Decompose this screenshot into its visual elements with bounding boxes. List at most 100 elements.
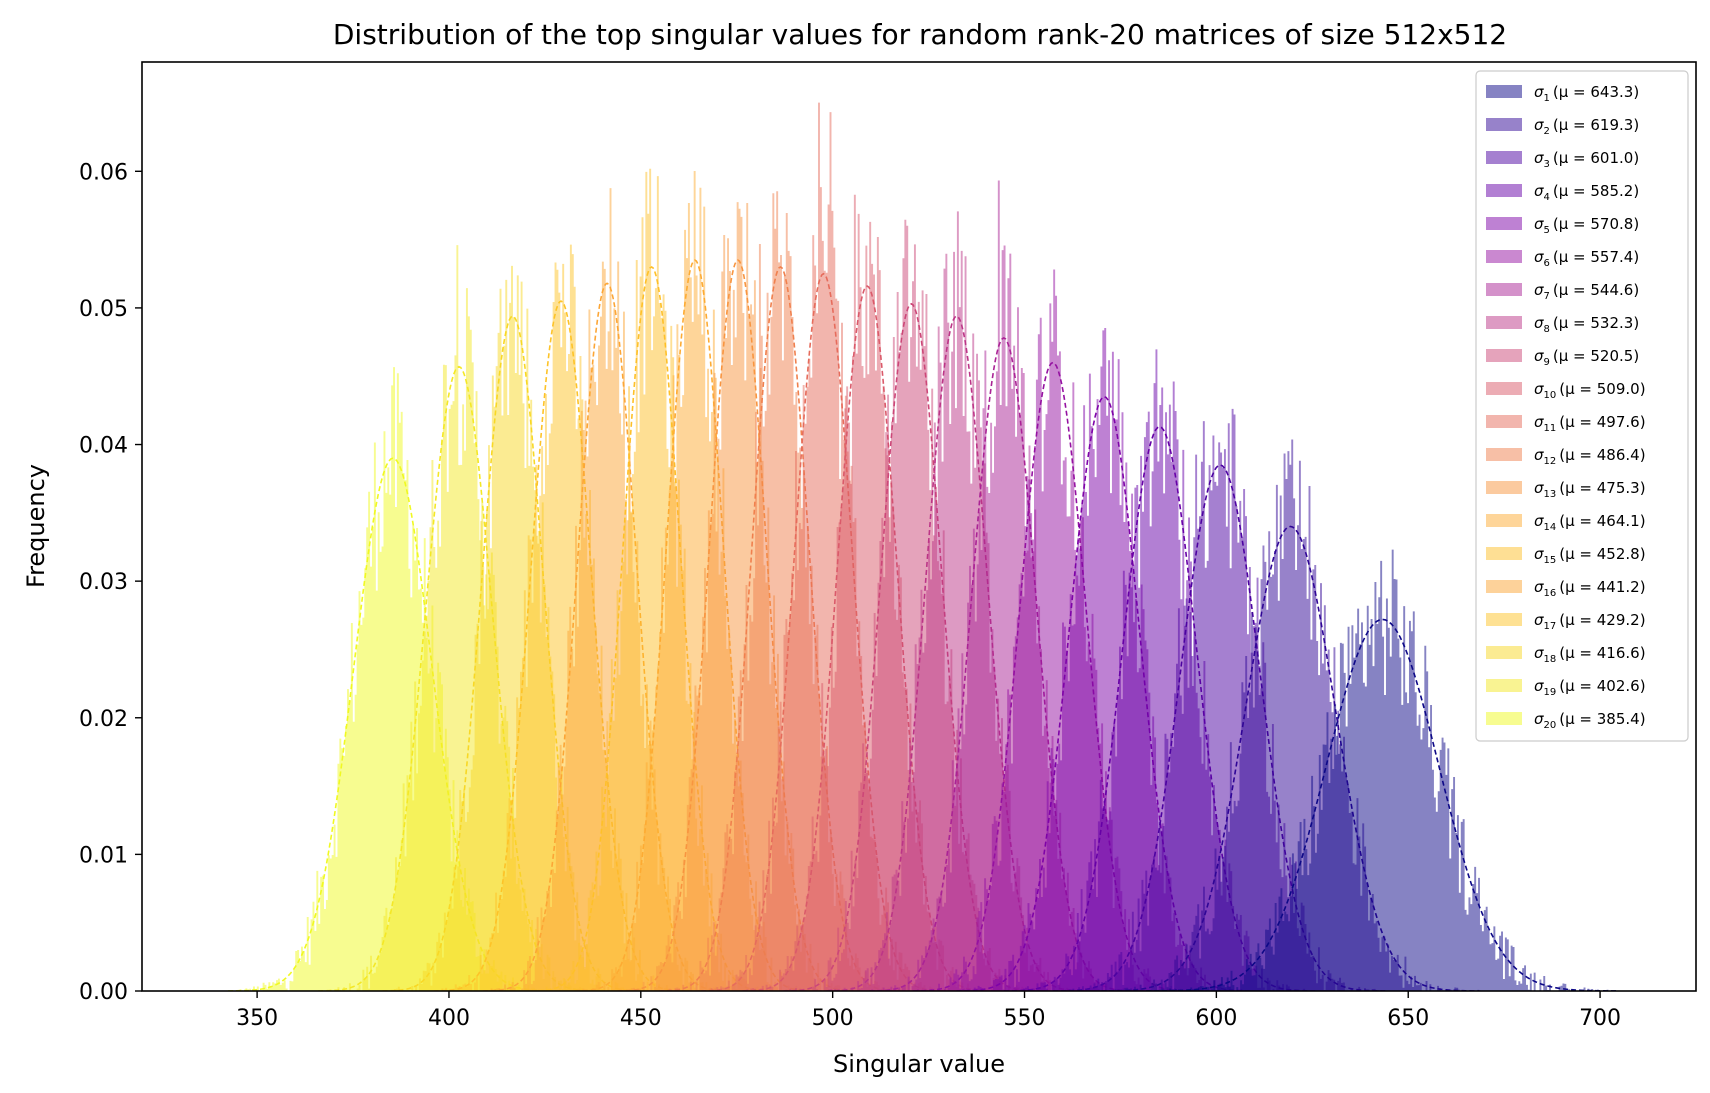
legend-label: σ1 (μ = 643.3) [1534,83,1639,104]
y-tick-label: 0.03 [79,570,128,595]
series-sigma4 [1003,349,1317,991]
legend-box [1475,70,1689,742]
fit-curve-sigma3 [1053,464,1388,991]
legend-swatch [1486,514,1522,527]
legend-swatch [1486,646,1522,659]
y-tick-label: 0.06 [79,160,128,185]
legend-item-sigma13: σ13 (μ = 475.3) [1486,479,1646,500]
legend-item-sigma4: σ4 (μ = 585.2) [1486,182,1639,203]
legend-label: σ17 (μ = 429.2) [1534,611,1646,632]
legend-item-sigma11: σ11 (μ = 497.6) [1486,413,1646,434]
chart-title: Distribution of the top singular values … [333,18,1507,51]
y-tick-label: 0.00 [79,980,128,1005]
histogram-sigma5 [956,327,1254,991]
histogram-sigma10 [742,194,993,991]
legend-item-sigma15: σ15 (μ = 452.8) [1486,545,1646,566]
histogram-sigma1 [1146,549,1621,991]
legend: σ1 (μ = 643.3) σ2 (μ = 619.3) σ3 (μ = 601.0) σ… [1475,70,1689,742]
legend-swatch [1486,613,1522,626]
legend-swatch [1486,85,1522,98]
legend-item-sigma2: σ2 (μ = 619.3) [1486,116,1639,137]
x-axis: 350 400 450 500 550 600 650 700 [236,991,1621,1031]
legend-item-sigma8: σ8 (μ = 532.3) [1486,314,1639,335]
histogram-sigma16 [482,188,733,991]
legend-label: σ8 (μ = 532.3) [1534,314,1639,335]
legend-item-sigma10: σ10 (μ = 509.0) [1486,380,1646,401]
histogram-sigma13 [617,202,860,991]
legend-label: σ4 (μ = 585.2) [1534,182,1639,203]
legend-label: σ18 (μ = 416.6) [1534,644,1646,665]
legend-swatch [1486,349,1522,362]
series-sigma12 [659,191,903,991]
histogram-sigma12 [659,191,903,991]
histogram-sigma8 [826,211,1088,991]
legend-swatch [1486,481,1522,494]
histogram-sigma15 [530,168,774,991]
series-sigma15 [530,168,774,991]
legend-swatch [1486,217,1522,230]
legend-item-sigma1: σ1 (μ = 643.3) [1486,83,1639,104]
legend-item-sigma16: σ16 (μ = 441.2) [1486,578,1646,599]
legend-label: σ13 (μ = 475.3) [1534,479,1646,500]
legend-label: σ6 (μ = 557.4) [1534,248,1639,269]
plot-frame [141,61,1697,992]
legend-item-sigma3: σ3 (μ = 601.0) [1486,149,1639,170]
x-tick-label: 700 [1579,1006,1621,1031]
legend-label: σ19 (μ = 402.6) [1534,677,1646,698]
y-axis: 0.00 0.01 0.02 0.03 0.04 0.05 0.06 [79,160,142,1005]
y-tick-label: 0.04 [79,434,128,459]
x-axis-label: Singular value [833,1050,1005,1078]
legend-item-sigma6: σ6 (μ = 557.4) [1486,248,1639,269]
fit-curve-sigma12 [659,265,902,991]
legend-swatch [1486,580,1522,593]
series-sigma1 [1146,549,1621,991]
legend-item-sigma20: σ20 (μ = 385.4) [1486,710,1646,731]
legend-label: σ14 (μ = 464.1) [1534,512,1646,533]
fit-curve-sigma1 [1146,618,1619,991]
legend-swatch [1486,250,1522,263]
y-axis-label: Frequency [22,464,50,588]
x-tick-label: 600 [1195,1006,1237,1031]
histogram-sigma19 [318,245,601,991]
y-tick-label: 0.02 [79,707,128,732]
x-tick-label: 450 [620,1006,662,1031]
histogram-sigma11 [701,102,947,991]
x-tick-label: 550 [1004,1006,1046,1031]
fit-curve-sigma15 [530,265,773,991]
legend-label: σ11 (μ = 497.6) [1534,413,1646,434]
legend-item-sigma19: σ19 (μ = 402.6) [1486,677,1646,698]
histogram-sigma17 [433,244,689,991]
legend-swatch [1486,415,1522,428]
legend-swatch [1486,679,1522,692]
y-tick-label: 0.01 [79,843,128,868]
legend-swatch [1486,316,1522,329]
x-tick-label: 650 [1387,1006,1429,1031]
x-tick-label: 500 [812,1006,854,1031]
legend-label: σ15 (μ = 452.8) [1534,545,1646,566]
legend-label: σ10 (μ = 509.0) [1534,380,1646,401]
series-sigma3 [1053,408,1389,991]
histogram-sigma7 [869,180,1140,991]
x-tick-label: 400 [428,1006,470,1031]
legend-item-sigma18: σ18 (μ = 416.6) [1486,644,1646,665]
x-tick-label: 350 [236,1006,278,1031]
legend-swatch [1486,151,1522,164]
legend-label: σ20 (μ = 385.4) [1534,710,1646,731]
histogram-sigma2 [1101,439,1482,991]
legend-item-sigma17: σ17 (μ = 429.2) [1486,611,1646,632]
histogram-sigma4 [1003,349,1317,991]
histogram-sigma3 [1053,408,1389,991]
legend-label: σ16 (μ = 441.2) [1534,578,1646,599]
plot-area [228,102,1621,991]
y-tick-label: 0.05 [79,297,128,322]
histogram-sigma20 [228,367,559,991]
legend-item-sigma7: σ7 (μ = 544.6) [1486,281,1639,302]
legend-swatch [1486,448,1522,461]
histogram-sigma6 [913,269,1194,991]
legend-label: σ12 (μ = 486.4) [1534,446,1646,467]
legend-label: σ5 (μ = 570.8) [1534,215,1639,236]
legend-swatch [1486,118,1522,131]
legend-label: σ2 (μ = 619.3) [1534,116,1639,137]
legend-item-sigma14: σ14 (μ = 464.1) [1486,512,1646,533]
